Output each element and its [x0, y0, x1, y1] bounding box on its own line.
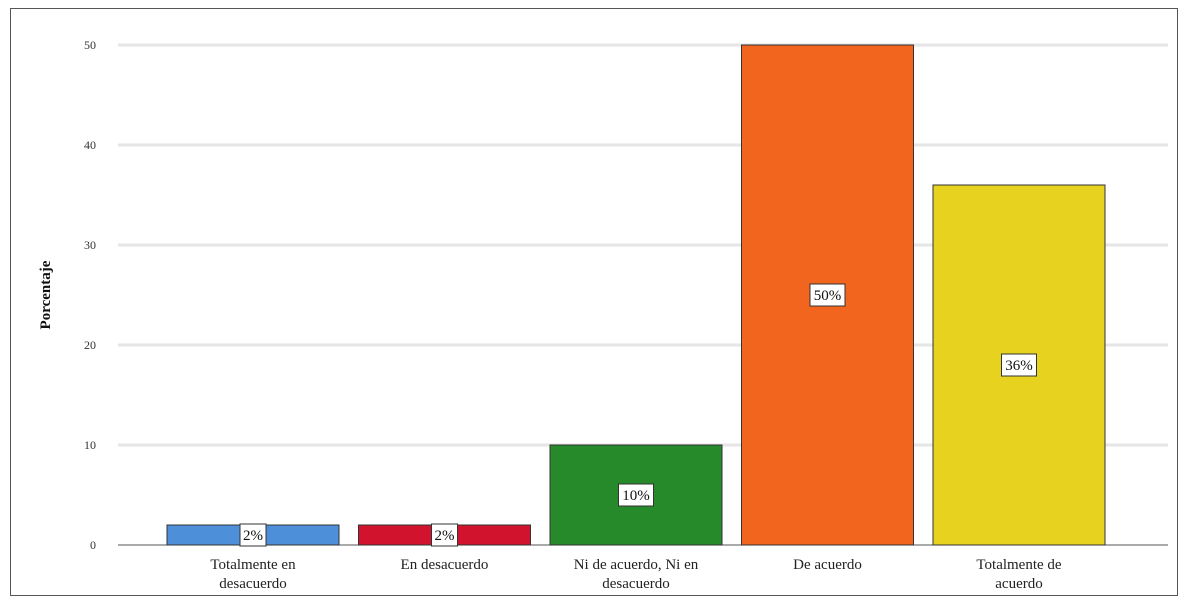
- x-tick-label: desacuerdo: [219, 576, 286, 592]
- y-axis-label: Porcentaje: [38, 260, 54, 329]
- y-axis-ticks: 0 10 20 30 40 50: [84, 38, 96, 552]
- x-tick-label: De acuerdo: [793, 557, 862, 573]
- data-label: 2%: [243, 528, 263, 544]
- data-label: 36%: [1005, 358, 1033, 374]
- bars: 2% 2% 10% 50% 36%: [166, 44, 1106, 547]
- x-tick-label: acuerdo: [995, 576, 1042, 592]
- y-tick-label: 20: [84, 338, 96, 352]
- y-tick-label: 10: [84, 438, 96, 452]
- y-tick-label: 0: [90, 538, 96, 552]
- x-tick-label: Totalmente de: [976, 557, 1062, 573]
- data-label-box: [431, 523, 458, 547]
- data-label-box: [239, 523, 267, 547]
- x-tick-label: En desacuerdo: [401, 557, 489, 573]
- x-tick-label: Totalmente en: [210, 557, 296, 573]
- x-category-labels: Totalmente en desacuerdo En desacuerdo Ni d…: [210, 557, 1062, 592]
- data-label-box: [809, 283, 846, 307]
- y-tick-label: 50: [84, 38, 96, 52]
- x-tick-label: Ni de acuerdo, Ni en: [574, 557, 699, 573]
- data-label: 10%: [622, 488, 650, 504]
- y-tick-label: 30: [84, 238, 96, 252]
- data-label: 50%: [814, 288, 842, 304]
- data-label-box: [1001, 353, 1037, 377]
- y-tick-label: 40: [84, 138, 96, 152]
- x-tick-label: desacuerdo: [602, 576, 669, 592]
- data-label: 2%: [435, 528, 455, 544]
- data-label-box: [618, 483, 654, 507]
